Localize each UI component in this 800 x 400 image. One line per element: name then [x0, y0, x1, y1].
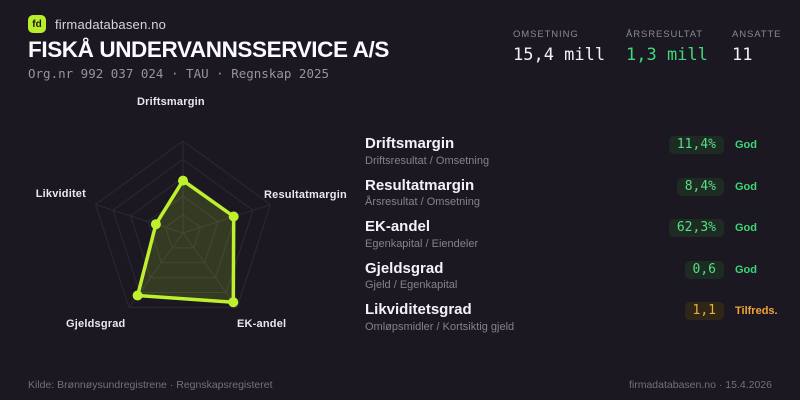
brand-name: firmadatabasen.no — [55, 16, 167, 32]
metrics-panel: Driftsmargin Driftsresultat / Omsetning … — [365, 136, 778, 344]
stat-arsresultat: ÅRSRESULTAT 1,3 mill — [626, 29, 708, 65]
metric-title: Likviditetsgrad — [365, 301, 472, 318]
metric-row-likviditetsgrad: Likviditetsgrad Omløpsmidler / Kortsikti… — [365, 302, 778, 333]
org-number-line: Org.nr 992 037 024 · TAU · Regnskap 2025 — [28, 66, 330, 81]
metric-row-driftsmargin: Driftsmargin Driftsresultat / Omsetning … — [365, 136, 777, 167]
brand-row: fd firmadatabasen.no — [28, 15, 166, 33]
brand-logo-icon: fd — [28, 15, 46, 33]
stat-value: 11 — [732, 45, 753, 65]
metric-row-resultatmargin: Resultatmargin Årsresultat / Omsetning 8… — [365, 176, 777, 208]
metric-status: God — [735, 139, 757, 151]
metric-value-pill: 11,4% — [668, 136, 724, 154]
metric-value: 1,1 Tilfreds. — [664, 302, 778, 320]
metric-formula: Driftsresultat / Omsetning — [365, 154, 490, 167]
footer-source: Kilde: Brønnøysundregistrene · Regnskaps… — [28, 379, 273, 391]
metric-title: EK-andel — [365, 218, 431, 235]
metric-value: 62,3% God — [664, 219, 777, 237]
metric-text: Resultatmargin Årsresultat / Omsetning — [365, 176, 480, 208]
metric-row-ek-andel: EK-andel Egenkapital / Eiendeler 62,3% G… — [365, 219, 777, 250]
metric-status: God — [735, 180, 757, 193]
metric-value-pill: 1,1 — [684, 302, 724, 320]
metric-title: Driftsmargin — [365, 135, 455, 152]
metric-row-gjeldsgrad: Gjeldsgrad Gjeld / Egenkapital 0,6 God — [365, 259, 777, 291]
radar-axis-likviditet: Likviditet — [35, 188, 86, 200]
company-name: FISKÅ UNDERVANNSSERVICE A/S — [28, 37, 389, 62]
metric-text: EK-andel Egenkapital / Eiendeler — [365, 219, 478, 250]
metric-value: 8,4% God — [664, 177, 777, 196]
metric-formula: Egenkapital / Eiendeler — [365, 237, 479, 250]
stat-value: 1,3 mill — [626, 45, 708, 65]
metric-text: Likviditetsgrad Omløpsmidler / Kortsikti… — [365, 302, 514, 333]
metric-status: God — [735, 222, 757, 234]
radar-chart — [94, 140, 272, 308]
metric-value: 11,4% God — [664, 136, 777, 154]
stat-ansatte: ANSATTE 11 — [732, 29, 781, 65]
metric-value-pill: 0,6 — [684, 260, 724, 279]
stat-label: ANSATTE — [732, 29, 782, 40]
metric-title: Gjeldsgrad — [365, 259, 444, 277]
metric-status: God — [735, 263, 757, 276]
metric-status: Tilfreds. — [735, 305, 778, 317]
footer-site: firmadatabasen.no · 15.4.2026 — [628, 379, 772, 391]
metric-formula: Gjeld / Egenkapital — [365, 279, 458, 291]
radar-axis-ek-andel: EK-andel — [237, 318, 287, 330]
metric-formula: Årsresultat / Omsetning — [365, 196, 480, 208]
radar-axis-resultatmargin: Resultatmargin — [264, 189, 347, 201]
metric-value-pill: 62,3% — [668, 219, 724, 237]
stat-label: OMSETNING — [513, 29, 579, 40]
metric-title: Resultatmargin — [365, 176, 475, 194]
metric-value: 0,6 God — [664, 260, 777, 279]
stat-omsetning: OMSETNING 15,4 mill — [513, 29, 605, 65]
radar-axis-driftsmargin: Driftsmargin — [137, 96, 205, 108]
stat-value: 15,4 mill — [513, 45, 606, 65]
stat-label: ÅRSRESULTAT — [626, 29, 703, 40]
metric-text: Gjeldsgrad Gjeld / Egenkapital — [365, 259, 458, 291]
radar-axis-gjeldsgrad: Gjeldsgrad — [66, 318, 126, 330]
metric-value-pill: 8,4% — [676, 177, 724, 196]
metric-formula: Omløpsmidler / Kortsiktig gjeld — [365, 320, 515, 333]
metric-text: Driftsmargin Driftsresultat / Omsetning — [365, 136, 489, 167]
